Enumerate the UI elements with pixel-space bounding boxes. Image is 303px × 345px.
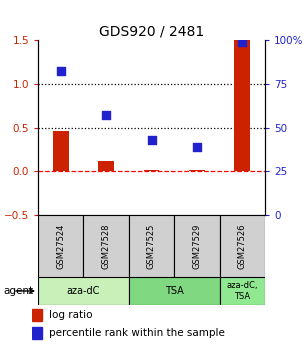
Point [58, 68, 63, 73]
Point [149, 137, 154, 142]
Text: TSA: TSA [165, 286, 184, 296]
Text: log ratio: log ratio [49, 310, 93, 320]
Bar [32, 327, 42, 339]
Bar [129, 215, 174, 277]
Text: GSM27525: GSM27525 [147, 223, 156, 269]
Bar [98, 161, 114, 171]
Bar [53, 131, 69, 171]
Bar [220, 277, 265, 305]
Bar [38, 277, 129, 305]
Text: GSM27524: GSM27524 [56, 223, 65, 269]
Text: aza-dC: aza-dC [67, 286, 100, 296]
Title: GDS920 / 2481: GDS920 / 2481 [99, 25, 204, 39]
Bar [234, 40, 250, 171]
Text: GSM27529: GSM27529 [192, 223, 201, 269]
Text: aza-dC,
TSA: aza-dC, TSA [227, 281, 258, 301]
Bar [144, 169, 159, 171]
Text: percentile rank within the sample: percentile rank within the sample [49, 328, 225, 338]
Point [195, 144, 199, 149]
Point [104, 112, 108, 118]
Bar [32, 309, 42, 321]
Text: GSM27526: GSM27526 [238, 223, 247, 269]
Bar [174, 215, 220, 277]
Bar [189, 170, 205, 171]
Text: GSM27528: GSM27528 [102, 223, 111, 269]
Bar [83, 215, 129, 277]
Bar [220, 215, 265, 277]
Text: agent: agent [3, 286, 33, 296]
Bar [38, 215, 83, 277]
Bar [129, 277, 220, 305]
Point [240, 39, 245, 45]
